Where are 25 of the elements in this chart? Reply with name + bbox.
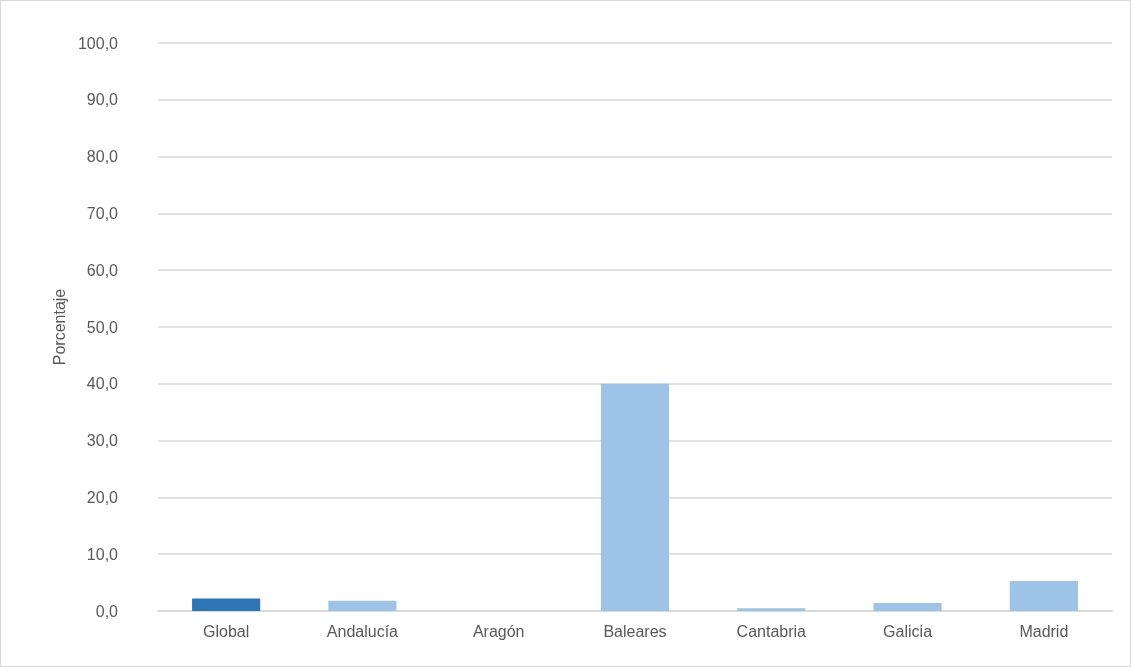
bar [737, 608, 806, 611]
y-tick-label: 0,0 [95, 602, 119, 620]
y-tick-label: 90,0 [86, 91, 119, 109]
y-tick-label: 100,0 [77, 34, 119, 52]
bar [600, 383, 670, 611]
y-tick-label: 40,0 [86, 375, 119, 393]
x-tick-label: Madrid [1019, 622, 1069, 640]
bar [328, 600, 397, 611]
x-tick-label: Aragón [472, 622, 525, 640]
x-tick-label: Galicia [883, 622, 933, 640]
x-tick-label: Cantabria [736, 622, 807, 640]
x-tick-label: Baleares [603, 622, 667, 640]
y-axis-title: Porcentaje [50, 288, 68, 366]
bar [192, 598, 261, 611]
y-tick-label: 50,0 [86, 318, 119, 336]
y-tick-label: 30,0 [86, 432, 119, 450]
y-tick-label: 80,0 [86, 148, 119, 166]
x-tick-label: Global [203, 622, 250, 640]
y-tick-label: 60,0 [86, 261, 119, 279]
y-tick-label: 70,0 [86, 204, 119, 222]
x-tick-label: Andalucía [326, 622, 399, 640]
y-tick-label: 20,0 [86, 488, 119, 506]
bar [1009, 580, 1078, 611]
y-tick-label: 10,0 [86, 545, 119, 563]
bar [873, 603, 942, 611]
